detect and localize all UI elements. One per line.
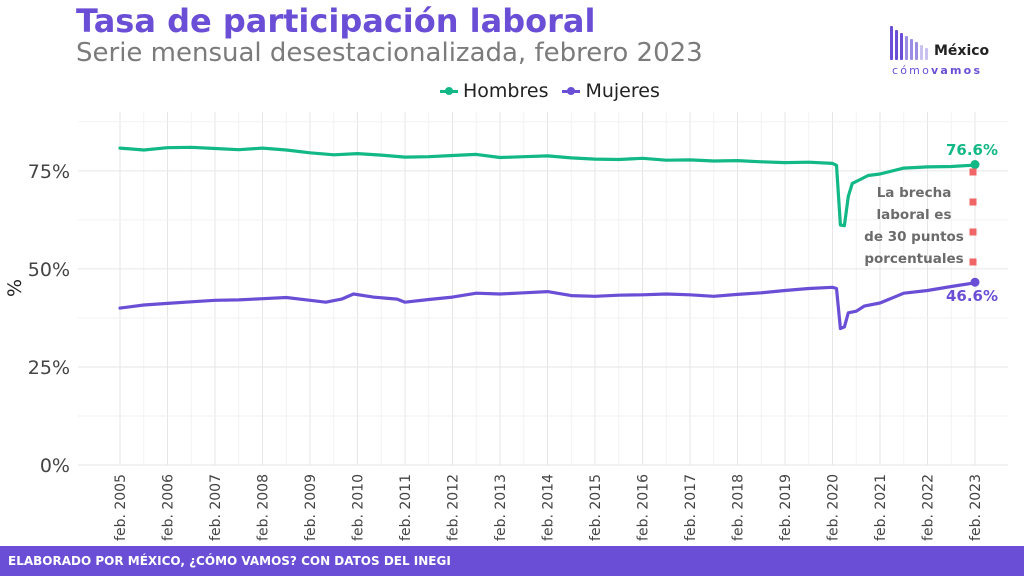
gap-marker bbox=[969, 258, 977, 266]
data-label-mujeres: 46.6% bbox=[946, 287, 998, 305]
logo-bars-icon bbox=[890, 24, 944, 60]
legend-label-mujeres: Mujeres bbox=[585, 80, 660, 102]
x-tick-label: feb. 2014 bbox=[541, 474, 557, 541]
y-tick-label: 50% bbox=[28, 259, 70, 281]
logo-tagline: cómovamos bbox=[892, 64, 982, 77]
footer-bar: ELABORADO POR MÉXICO, ¿CÓMO VAMOS? CON D… bbox=[0, 546, 1024, 576]
x-tick-label: feb. 2019 bbox=[778, 474, 794, 541]
gap-marker bbox=[969, 228, 977, 236]
x-tick-label: feb. 2017 bbox=[683, 474, 699, 541]
x-tick-label: feb. 2007 bbox=[208, 474, 224, 541]
brand-logo: México cómovamos bbox=[890, 24, 1000, 80]
footer-credit: ELABORADO POR MÉXICO, ¿CÓMO VAMOS? CON D… bbox=[8, 554, 451, 568]
logo-name: México bbox=[934, 43, 990, 59]
logo-bar bbox=[925, 48, 928, 60]
logo-bar bbox=[920, 45, 923, 60]
legend-item-hombres: Hombres bbox=[440, 80, 548, 102]
gap-annotation-line: porcentuales bbox=[864, 251, 963, 267]
chart-title: Tasa de participación laboral bbox=[76, 2, 596, 40]
x-tick-label: feb. 2008 bbox=[256, 474, 272, 541]
data-label-hombres: 76.6% bbox=[946, 141, 998, 159]
logo-bar bbox=[910, 39, 913, 60]
y-tick-label: 25% bbox=[28, 357, 70, 379]
logo-bar bbox=[915, 42, 918, 60]
logo-bar bbox=[890, 26, 893, 60]
x-tick-label: feb. 2021 bbox=[873, 474, 889, 541]
y-tick-label: 75% bbox=[28, 161, 70, 183]
legend-label-hombres: Hombres bbox=[463, 80, 549, 102]
logo-tagline-bold: vamos bbox=[931, 64, 983, 77]
series-line-hombres bbox=[118, 145, 977, 228]
gap-annotation-line: laboral es bbox=[877, 207, 952, 223]
x-tick-label: feb. 2022 bbox=[921, 474, 937, 541]
x-tick-label: feb. 2020 bbox=[826, 474, 842, 541]
x-tick-label: feb. 2006 bbox=[161, 474, 177, 541]
x-tick-label: feb. 2015 bbox=[588, 474, 604, 541]
x-tick-label: feb. 2013 bbox=[493, 474, 509, 541]
line-chart: 0% 25% 50% 75%% feb. 2005 feb. 2006 feb. 2007 f… bbox=[4, 112, 1008, 541]
series-endpoint-mujeres bbox=[970, 277, 980, 287]
x-tick-label: feb. 2010 bbox=[351, 474, 367, 541]
logo-bar bbox=[905, 36, 908, 60]
chart-subtitle: Serie mensual desestacionalizada, febrer… bbox=[76, 38, 703, 68]
x-tick-label: feb. 2016 bbox=[636, 474, 652, 541]
y-axis-label: % bbox=[4, 279, 26, 297]
gap-marker bbox=[969, 168, 977, 176]
gap-marker bbox=[969, 198, 977, 206]
x-tick-label: feb. 2023 bbox=[968, 474, 984, 541]
chart-legend: Hombres Mujeres bbox=[440, 78, 660, 104]
x-tick-label: feb. 2018 bbox=[731, 474, 747, 541]
x-tick-label: feb. 2005 bbox=[113, 474, 129, 541]
series-line-mujeres bbox=[118, 280, 977, 331]
logo-bar bbox=[895, 30, 898, 60]
legend-key-mujeres bbox=[562, 85, 581, 97]
gap-annotation-line: La brecha bbox=[877, 185, 952, 201]
legend-item-mujeres: Mujeres bbox=[562, 80, 660, 102]
x-tick-label: feb. 2012 bbox=[446, 474, 462, 541]
x-tick-label: feb. 2011 bbox=[398, 474, 414, 541]
series-endpoint-hombres bbox=[970, 160, 980, 170]
x-tick-label: feb. 2009 bbox=[303, 474, 319, 541]
logo-tagline-light: cómo bbox=[892, 64, 932, 77]
logo-bar bbox=[900, 33, 903, 60]
gap-annotation-line: de 30 puntos bbox=[864, 229, 964, 245]
y-tick-label: 0% bbox=[40, 455, 70, 477]
legend-key-hombres bbox=[440, 85, 458, 97]
